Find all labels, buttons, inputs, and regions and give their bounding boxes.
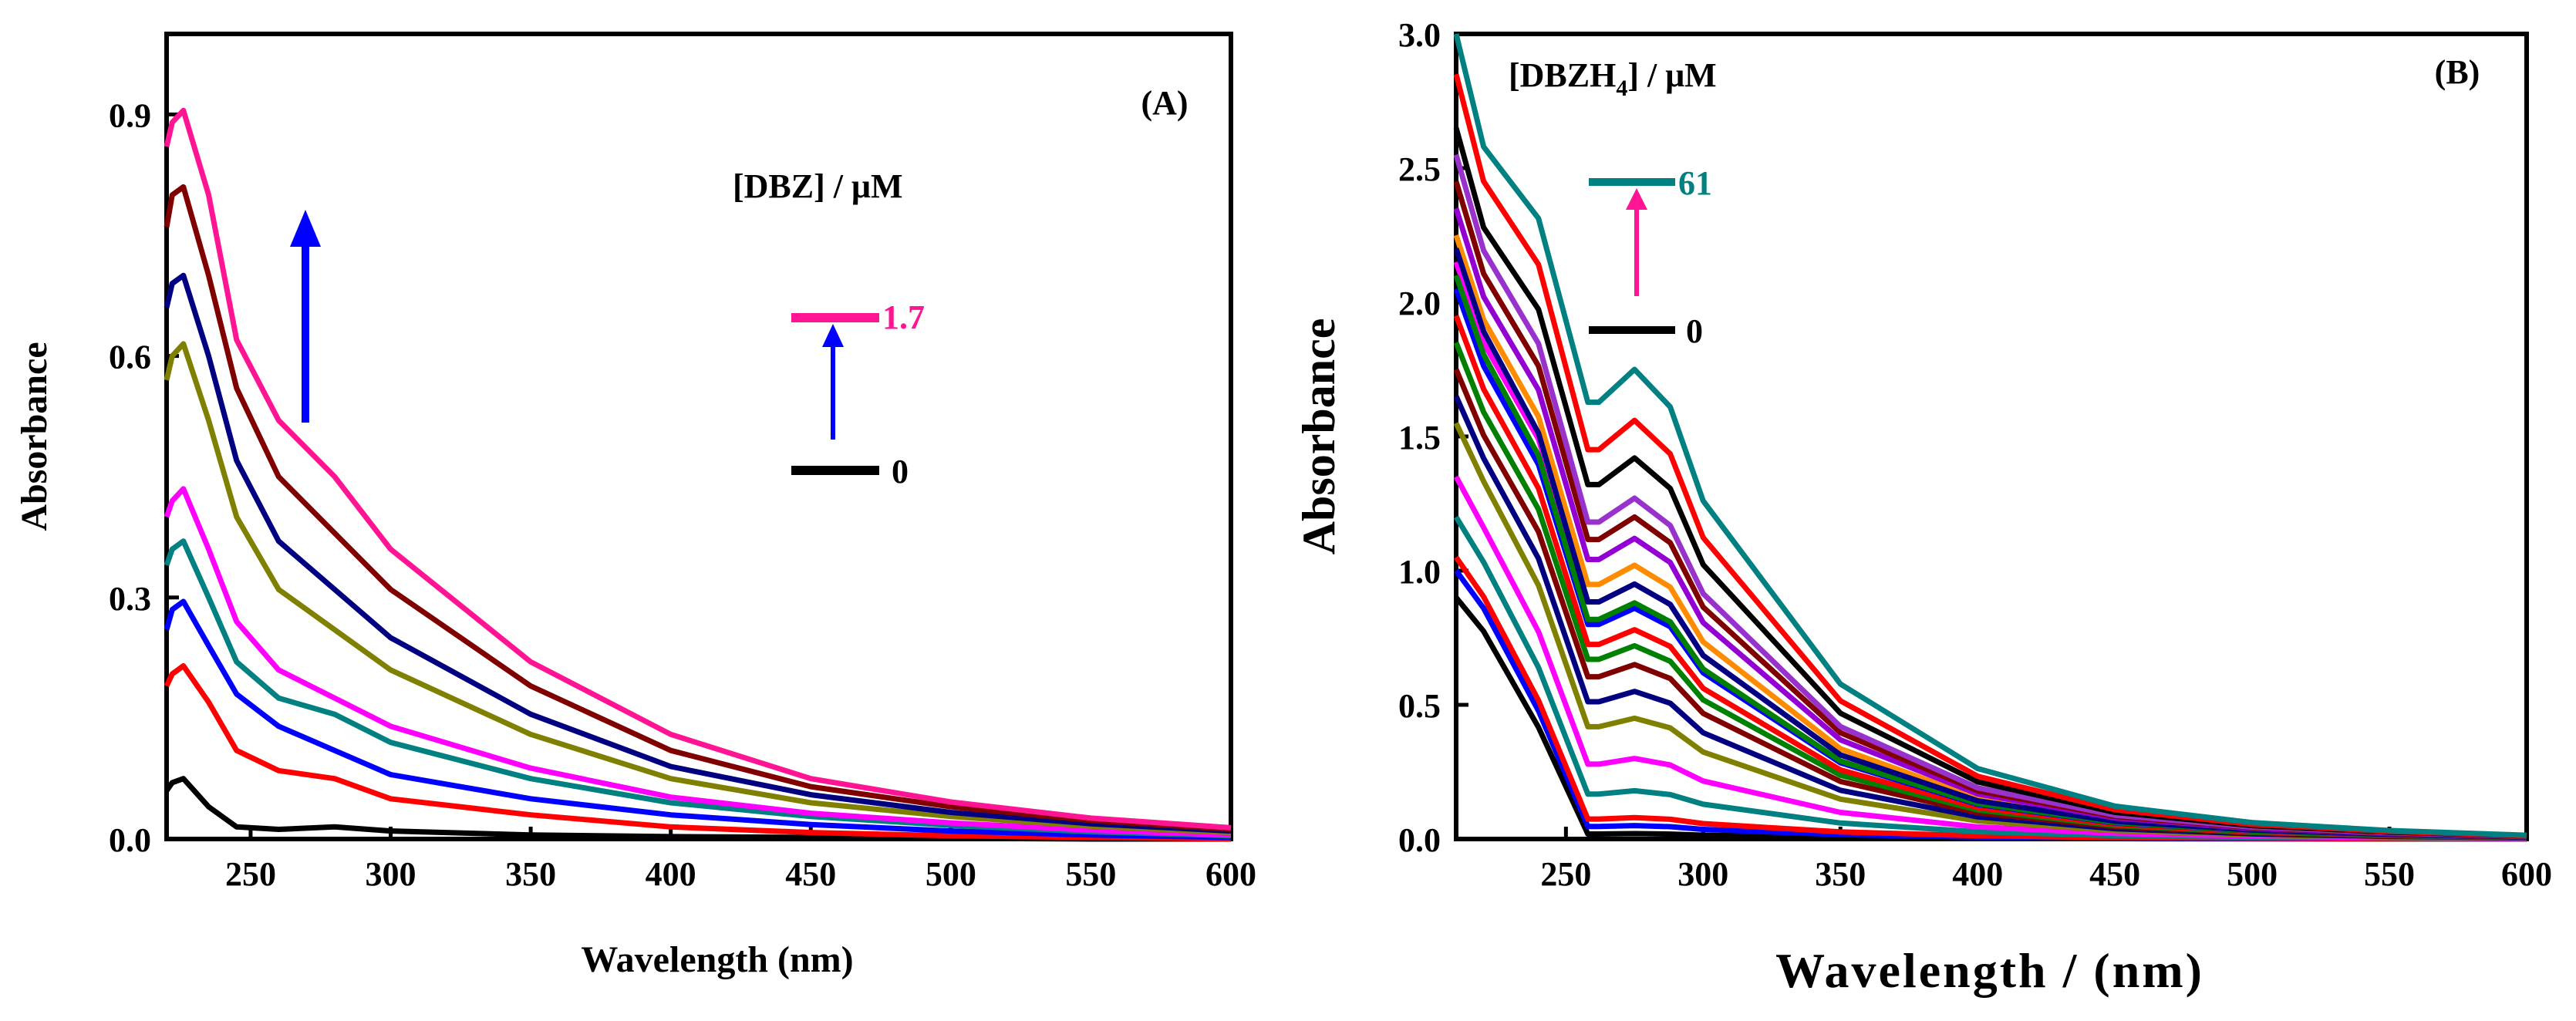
panel-b-series-line (1453, 248, 2527, 840)
panel-a-frame (164, 32, 1233, 841)
panel-b-xtick-label: 600 (2501, 855, 2552, 893)
panel-b-xtick-label: 550 (2364, 855, 2415, 893)
panel-a-ytick-label: 0.6 (109, 339, 151, 376)
panel-b-series-line (1453, 234, 2527, 840)
panel-b-ylabel: Absorbance (1293, 318, 1344, 555)
panel-a-trend-arrow (290, 210, 321, 423)
panel-b-xtick-label: 250 (1540, 855, 1591, 893)
panel-b-legend-title: [DBZH4] / μM (1509, 56, 1717, 101)
panel-a-series-line (164, 184, 1232, 832)
panel-a-ytick-label: 0.3 (109, 580, 151, 618)
panel-a-xtick-label: 450 (785, 855, 836, 893)
panel-b-series-line (1453, 275, 2527, 841)
panel-b-series-line (1453, 126, 2527, 839)
panel-b-series-line (1453, 153, 2527, 839)
panel-b-ytick-label: 2.5 (1398, 150, 1441, 188)
panel-a-series-line (164, 598, 1232, 841)
panel-b-ytick-label: 1.5 (1398, 419, 1441, 457)
panel-a-ytick-label: 0.0 (109, 821, 151, 859)
panel-b-legend-arrow (1626, 188, 1647, 296)
panel-a-xtick-label: 250 (225, 855, 276, 893)
panel-a-label: (A) (1141, 84, 1188, 122)
panel-b-series-line (1453, 422, 2527, 841)
panel-b-series-line (1453, 207, 2527, 840)
panel-a-xtick-label: 350 (505, 855, 556, 893)
panel-a-ylabel: Absorbance (14, 342, 55, 531)
panel-b-xtick-label: 500 (2227, 855, 2278, 893)
panel-a-series-line (164, 107, 1232, 831)
panel-b-ytick-label: 2.0 (1398, 285, 1441, 322)
panel-a-series-line (164, 272, 1232, 834)
panel-a-legend-arrow (822, 324, 844, 440)
panel-a-xtick-label: 300 (366, 855, 416, 893)
panel-b-xtick-label: 400 (1952, 855, 2003, 893)
panel-b-series-line (1453, 368, 2527, 841)
panel-b-ytick-label: 1.0 (1398, 553, 1441, 591)
panel-b-label: (B) (2435, 53, 2480, 91)
panel-b-legend-max-label: 61 (1678, 164, 1712, 202)
panel-a-series-line (164, 776, 1231, 842)
panel-b-ytick-label: 0.5 (1398, 687, 1441, 725)
panel-a-xtick-label: 550 (1065, 855, 1116, 893)
panel-b-xtick-label: 450 (2089, 855, 2140, 893)
panel-a-xlabel: Wavelength (nm) (581, 939, 853, 980)
panel-a-legend-title: [DBZ] / μM (733, 167, 902, 205)
panel-b-legend-min-label: 0 (1686, 312, 1703, 350)
panel-a-series-line (164, 663, 1232, 842)
panel-b-ytick-label: 0.0 (1398, 821, 1441, 859)
panel-b-series-line (1453, 288, 2527, 841)
panel-b-series-line (1453, 33, 2527, 838)
panel-a-xtick-label: 600 (1205, 855, 1256, 893)
panel-b-xlabel: Wavelength / (nm) (1775, 943, 2204, 998)
panel-b-xtick-label: 350 (1815, 855, 1866, 893)
panel-a-ytick-label: 0.9 (109, 96, 151, 134)
panel-a-legend-max-label: 1.7 (882, 298, 925, 336)
panel-a-series-line (164, 486, 1232, 838)
panel-a-series-line (164, 341, 1232, 836)
panel-b-ytick-label: 3.0 (1398, 16, 1441, 54)
panel-b: 250 300 350 400 450 500 550 600 0.0 0.5 1.0 1.5 2.0 2… (1293, 16, 2552, 998)
panel-a-legend-min-label: 0 (892, 453, 909, 490)
panel-a: 250 300 350 400 450 500 550 600 0.0 0.3 0.6 0.9 (A)… (14, 32, 1256, 980)
panel-a-xtick-label: 500 (926, 855, 976, 893)
panel-a-xtick-label: 400 (646, 855, 696, 893)
panel-b-xtick-label: 300 (1677, 855, 1728, 893)
